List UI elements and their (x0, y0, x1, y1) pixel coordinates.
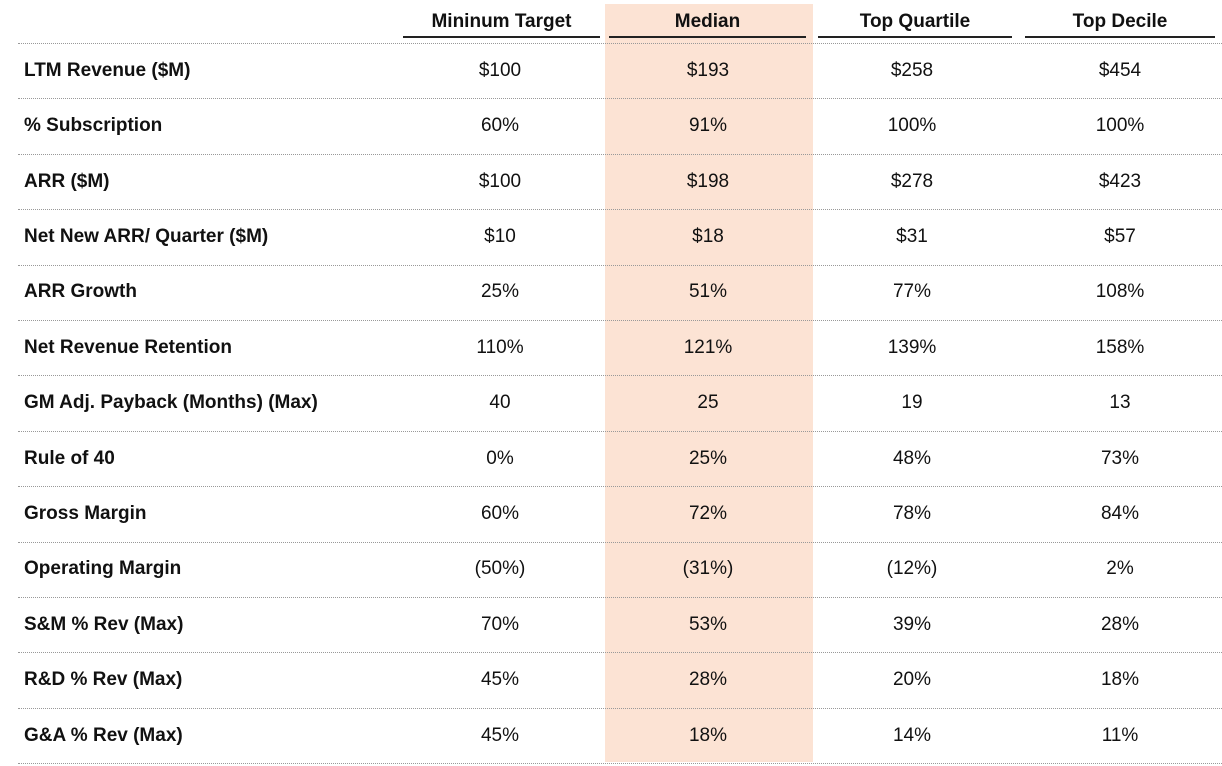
cell-value: 53% (688, 613, 728, 635)
row-separator (18, 264, 1222, 266)
cell-value: $18 (692, 225, 724, 247)
cell-value: 2% (1106, 558, 1134, 580)
column-header: Top Quartile (818, 8, 1012, 38)
cell-value: $423 (1098, 170, 1142, 192)
row-separator (18, 430, 1222, 432)
cell-value: $31 (896, 225, 928, 247)
cell-value: 78% (892, 502, 932, 524)
row-label: Operating Margin (24, 558, 182, 580)
row-separator (18, 486, 1222, 488)
cell-value: (50%) (474, 558, 526, 580)
row-separator (18, 98, 1222, 100)
cell-value: $198 (686, 170, 730, 192)
cell-value: 158% (1095, 336, 1145, 358)
cell-value: $258 (890, 59, 934, 81)
cell-value: $100 (478, 170, 522, 192)
cell-value: 84% (1100, 502, 1140, 524)
cell-value: 14% (892, 724, 932, 746)
row-separator (18, 652, 1222, 654)
row-separator (18, 375, 1222, 377)
cell-value: 25% (688, 447, 728, 469)
cell-value: 25% (480, 281, 520, 303)
cell-value: 20% (892, 669, 932, 691)
cell-value: 91% (688, 115, 728, 137)
row-separator (18, 153, 1222, 155)
row-label: Gross Margin (24, 502, 147, 524)
cell-value: 40 (489, 392, 511, 414)
row-separator (18, 209, 1222, 211)
cell-value: $100 (478, 59, 522, 81)
cell-value: 11% (1101, 724, 1139, 746)
cell-value: $10 (484, 225, 516, 247)
cell-value: 139% (887, 336, 937, 358)
cell-value: 100% (1095, 115, 1145, 137)
cell-value: 28% (688, 669, 728, 691)
row-separator (18, 541, 1222, 543)
cell-value: 48% (892, 447, 932, 469)
cell-value: 39% (892, 613, 932, 635)
row-label: Net New ARR/ Quarter ($M) (24, 225, 269, 247)
cell-value: 121% (683, 336, 733, 358)
cell-value: 18% (688, 724, 728, 746)
column-header: Median (609, 8, 806, 38)
row-separator (18, 320, 1222, 321)
row-separator (18, 763, 1222, 765)
cell-value: 25 (697, 392, 719, 414)
cell-value: $454 (1098, 59, 1142, 81)
cell-value: 45% (480, 669, 520, 691)
cell-value: (12%) (886, 558, 938, 580)
cell-value: 77% (892, 281, 932, 303)
cell-value: $193 (686, 59, 730, 81)
row-label: G&A % Rev (Max) (24, 724, 183, 746)
row-label: LTM Revenue ($M) (24, 59, 191, 81)
cell-value: $57 (1104, 225, 1136, 247)
row-separator (18, 597, 1222, 598)
row-label: ARR Growth (24, 281, 137, 303)
cell-value: 100% (887, 115, 937, 137)
column-header: Mininum Target (403, 8, 600, 38)
cell-value: 73% (1100, 447, 1140, 469)
cell-value: 51% (688, 281, 728, 303)
column-header: Top Decile (1025, 8, 1215, 38)
cell-value: 60% (480, 502, 520, 524)
cell-value: 19 (901, 392, 923, 414)
cell-value: (31%) (682, 558, 734, 580)
row-label: Rule of 40 (24, 447, 115, 469)
row-separator (18, 43, 1222, 44)
cell-value: 45% (480, 724, 520, 746)
cell-value: 18% (1100, 669, 1140, 691)
cell-value: 60% (480, 115, 520, 137)
cell-value: 72% (688, 502, 728, 524)
row-label: ARR ($M) (24, 170, 110, 192)
row-separator (18, 707, 1222, 709)
cell-value: 70% (480, 613, 520, 635)
cell-value: 0% (486, 447, 514, 469)
median-highlight (605, 4, 813, 762)
row-label: R&D % Rev (Max) (24, 669, 183, 691)
cell-value: 13 (1109, 392, 1131, 414)
cell-value: $278 (890, 170, 934, 192)
cell-value: 108% (1095, 281, 1145, 303)
cell-value: 110% (476, 336, 524, 358)
row-label: % Subscription (24, 115, 163, 137)
row-label: Net Revenue Retention (24, 336, 232, 358)
row-label: GM Adj. Payback (Months) (Max) (24, 392, 318, 414)
cell-value: 28% (1100, 613, 1140, 635)
row-label: S&M % Rev (Max) (24, 613, 184, 635)
